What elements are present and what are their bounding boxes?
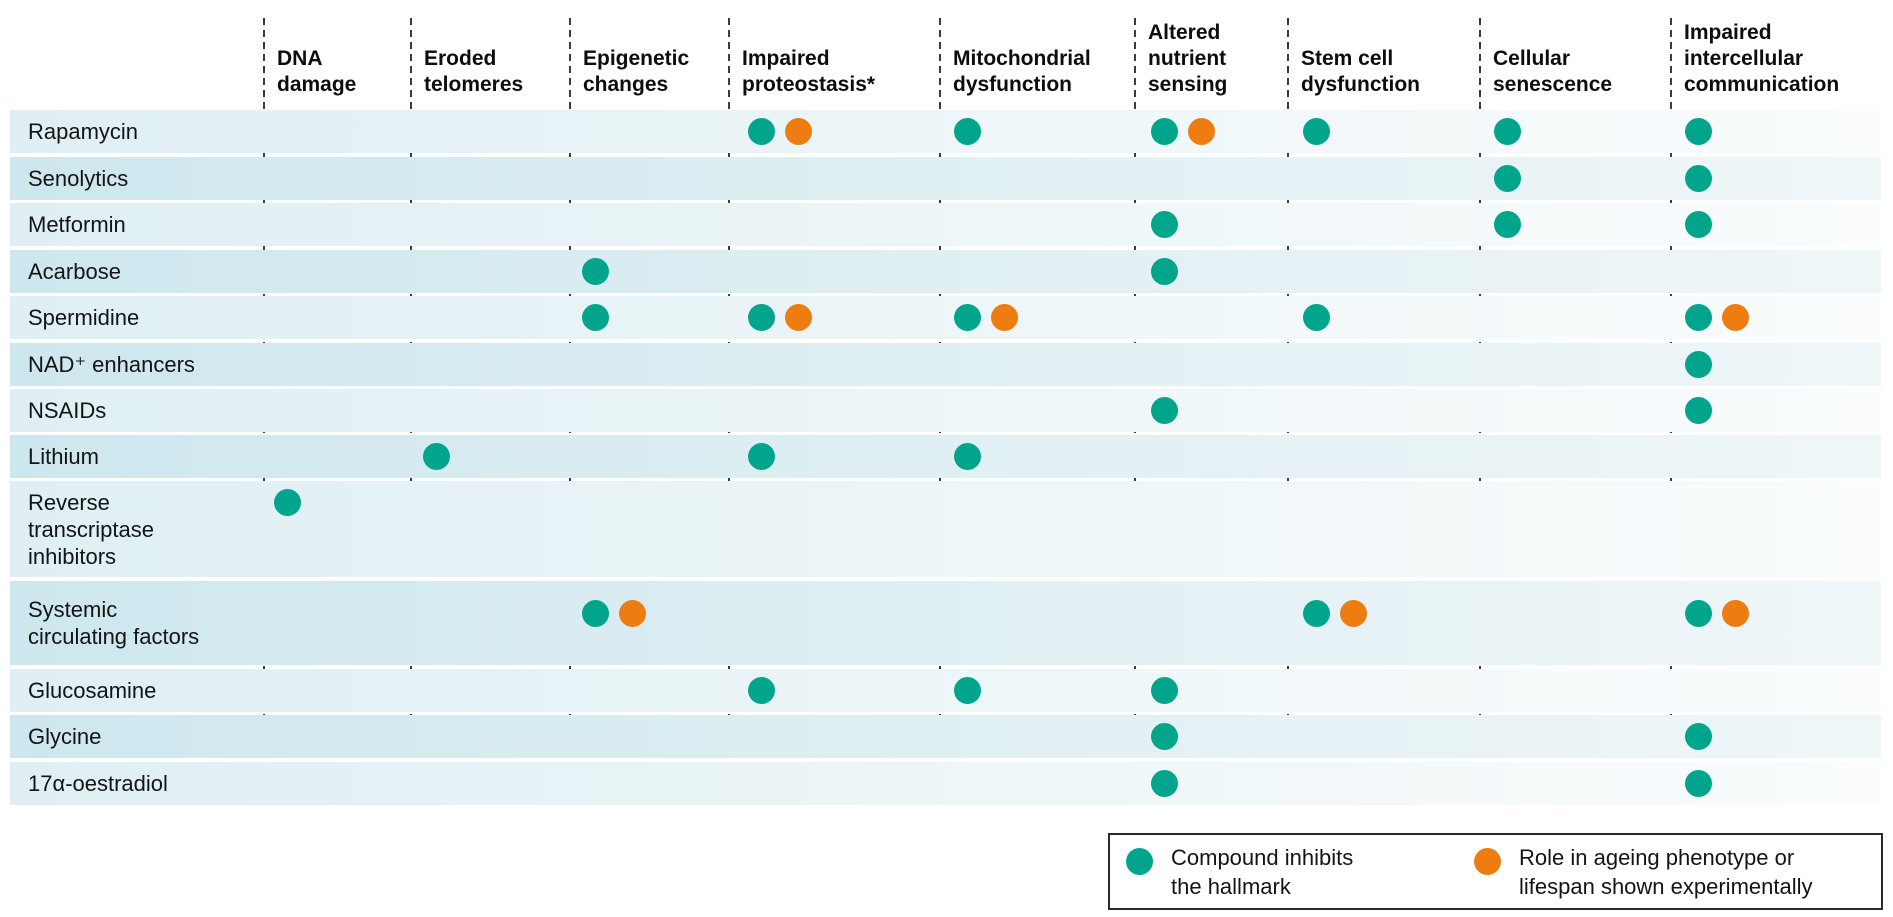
- compound-inhibits-dot: [1493, 164, 1521, 192]
- compound-inhibits-dot: [953, 676, 981, 704]
- compound-inhibits-dot: [581, 303, 609, 331]
- legend: Compound inhibits the hallmark Role in a…: [1108, 833, 1883, 910]
- legend-label-inhibits: Compound inhibits the hallmark: [1171, 845, 1354, 899]
- row-label: Senolytics: [28, 166, 129, 191]
- compound-inhibits-dot: [1150, 210, 1178, 238]
- column-header: Cellular senescence: [1493, 47, 1613, 96]
- column-header: Eroded telomeres: [424, 47, 524, 96]
- row-label: Rapamycin: [28, 119, 139, 144]
- experimental-role-dot: [1721, 599, 1749, 627]
- compound-inhibits-dot: [953, 303, 981, 331]
- compound-inhibits-dot: [422, 442, 450, 470]
- matrix-row: 17α-oestradiol: [10, 762, 1881, 805]
- column-header: Stem cell dysfunction: [1301, 47, 1420, 96]
- matrix-row: Rapamycin: [10, 110, 1881, 153]
- matrix-row: Acarbose: [10, 250, 1881, 293]
- experimental-role-dot: [1339, 599, 1367, 627]
- teal-dot-icon: [1126, 848, 1153, 875]
- row-label: Acarbose: [28, 259, 121, 284]
- compound-inhibits-dot: [1684, 396, 1712, 424]
- orange-dot-icon: [1474, 848, 1501, 875]
- compound-inhibits-dot: [1150, 117, 1178, 145]
- row-label: Systemic circulating factors: [28, 597, 200, 649]
- compound-inhibits-dot: [1684, 164, 1712, 192]
- compound-inhibits-dot: [747, 676, 775, 704]
- column-header: Altered nutrient sensing: [1148, 21, 1228, 96]
- row-label: NSAIDs: [28, 398, 107, 423]
- compound-inhibits-dot: [953, 442, 981, 470]
- row-label: Reverse transcriptase inhibitors: [28, 489, 154, 569]
- compound-inhibits-dot: [1684, 350, 1712, 378]
- compound-inhibits-dot: [953, 117, 981, 145]
- compound-inhibits-dot: [1150, 257, 1178, 285]
- matrix-row: Spermidine: [10, 296, 1881, 339]
- matrix-row: Glucosamine: [10, 669, 1881, 712]
- legend-item-experimental: Role in ageing phenotype or lifespan sho…: [1440, 835, 1885, 908]
- compound-inhibits-dot: [1150, 769, 1178, 797]
- compound-inhibits-dot: [1684, 769, 1712, 797]
- compound-inhibits-dot: [1150, 676, 1178, 704]
- matrix-row: Reverse transcriptase inhibitors: [10, 481, 1881, 577]
- legend-item-inhibits: Compound inhibits the hallmark: [1110, 835, 1440, 908]
- compound-inhibits-dot: [1493, 210, 1521, 238]
- row-label: Glycine: [28, 724, 102, 749]
- row-label: NAD⁺ enhancers: [28, 352, 195, 377]
- compound-inhibits-dot: [1684, 722, 1712, 750]
- compound-inhibits-dot: [747, 303, 775, 331]
- compound-inhibits-dot: [747, 442, 775, 470]
- row-label: Glucosamine: [28, 678, 157, 703]
- compound-inhibits-dot: [1684, 117, 1712, 145]
- experimental-role-dot: [1721, 303, 1749, 331]
- compound-inhibits-dot: [581, 257, 609, 285]
- experimental-role-dot: [784, 303, 812, 331]
- matrix-row: Metformin: [10, 203, 1881, 246]
- compound-inhibits-dot: [1493, 117, 1521, 145]
- experimental-role-dot: [784, 117, 812, 145]
- matrix-row: NSAIDs: [10, 389, 1881, 432]
- matrix-row: Senolytics: [10, 157, 1881, 200]
- column-header: Mitochondrial dysfunction: [953, 47, 1091, 96]
- compound-inhibits-dot: [1302, 117, 1330, 145]
- column-header-band: DNA damage Eroded telomeres Epigenetic cha…: [0, 0, 1893, 104]
- compound-inhibits-dot: [273, 488, 301, 516]
- matrix-row: Glycine: [10, 715, 1881, 758]
- row-label: 17α-oestradiol: [28, 771, 168, 796]
- legend-label-experimental: Role in ageing phenotype or lifespan sho…: [1519, 845, 1813, 899]
- compound-inhibits-dot: [1684, 599, 1712, 627]
- compound-inhibits-dot: [747, 117, 775, 145]
- compound-inhibits-dot: [1684, 210, 1712, 238]
- row-label: Lithium: [28, 444, 99, 469]
- column-header: Impaired intercellular communication: [1684, 21, 1840, 96]
- matrix-row: NAD⁺ enhancers: [10, 343, 1881, 386]
- compound-inhibits-dot: [1302, 599, 1330, 627]
- experimental-role-dot: [990, 303, 1018, 331]
- compound-inhibits-dot: [1150, 722, 1178, 750]
- experimental-role-dot: [1187, 117, 1215, 145]
- compound-inhibits-dot: [1684, 303, 1712, 331]
- column-header: Impaired proteostasis*: [742, 47, 876, 96]
- matrix-row: Systemic circulating factors: [10, 581, 1881, 665]
- row-label: Metformin: [28, 212, 126, 237]
- compound-inhibits-dot: [1302, 303, 1330, 331]
- column-header: DNA damage: [277, 47, 357, 96]
- column-header: Epigenetic changes: [583, 47, 690, 96]
- compound-inhibits-dot: [581, 599, 609, 627]
- experimental-role-dot: [618, 599, 646, 627]
- compound-inhibits-dot: [1150, 396, 1178, 424]
- matrix-row: Lithium: [10, 435, 1881, 478]
- row-label: Spermidine: [28, 305, 140, 330]
